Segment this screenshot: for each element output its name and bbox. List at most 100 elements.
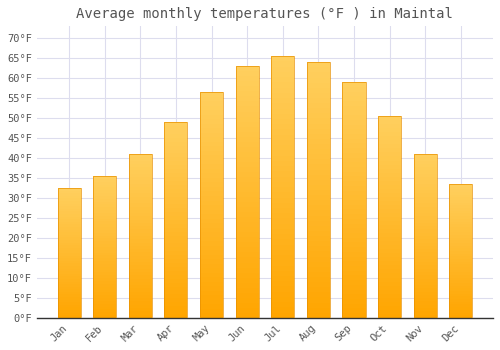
Bar [414, 164, 436, 167]
Bar [378, 281, 401, 286]
Bar [307, 267, 330, 272]
Bar [342, 247, 365, 252]
Bar [58, 256, 80, 258]
Bar [414, 216, 436, 219]
Bar [342, 195, 365, 200]
Bar [236, 127, 258, 132]
Bar [200, 178, 223, 182]
Bar [378, 197, 401, 201]
Bar [414, 180, 436, 184]
Bar [414, 230, 436, 233]
Bar [164, 193, 188, 196]
Bar [378, 221, 401, 225]
Bar [271, 82, 294, 88]
Bar [128, 288, 152, 292]
Bar [414, 301, 436, 305]
Bar [414, 154, 436, 158]
Bar [93, 202, 116, 204]
Bar [378, 306, 401, 310]
Bar [236, 81, 258, 86]
Bar [378, 201, 401, 205]
Bar [449, 200, 472, 203]
Bar [93, 270, 116, 273]
Bar [414, 265, 436, 269]
Bar [93, 281, 116, 284]
Bar [307, 308, 330, 313]
Bar [271, 197, 294, 203]
Bar [93, 207, 116, 210]
Bar [342, 139, 365, 143]
Bar [93, 275, 116, 278]
Bar [449, 246, 472, 248]
Bar [271, 286, 294, 292]
Bar [93, 256, 116, 258]
Bar [449, 219, 472, 222]
Bar [378, 116, 401, 120]
Bar [58, 240, 80, 243]
Bar [307, 103, 330, 108]
Bar [58, 274, 80, 276]
Bar [164, 228, 188, 232]
Bar [128, 298, 152, 301]
Bar [378, 189, 401, 193]
Bar [200, 124, 223, 128]
Bar [449, 307, 472, 310]
Bar [236, 132, 258, 137]
Bar [271, 161, 294, 166]
Bar [58, 281, 80, 284]
Bar [307, 292, 330, 298]
Bar [378, 237, 401, 241]
Bar [93, 210, 116, 213]
Bar [414, 190, 436, 194]
Bar [449, 189, 472, 192]
Bar [378, 153, 401, 156]
Bar [200, 313, 223, 318]
Bar [378, 120, 401, 124]
Bar [342, 299, 365, 304]
Bar [200, 259, 223, 264]
Bar [236, 66, 258, 71]
Bar [200, 115, 223, 119]
Bar [236, 137, 258, 142]
Bar [414, 285, 436, 288]
Bar [307, 246, 330, 251]
Bar [378, 185, 401, 189]
Bar [307, 62, 330, 67]
Bar [378, 148, 401, 153]
Bar [414, 256, 436, 259]
Bar [449, 248, 472, 251]
Bar [307, 272, 330, 277]
Bar [58, 224, 80, 227]
Bar [200, 97, 223, 101]
Bar [236, 212, 258, 217]
Bar [58, 245, 80, 248]
Bar [93, 236, 116, 238]
Bar [128, 200, 152, 203]
Bar [271, 313, 294, 318]
Bar [200, 187, 223, 191]
Bar [449, 211, 472, 214]
Bar [378, 245, 401, 249]
Bar [200, 268, 223, 273]
Bar [449, 205, 472, 208]
Bar [378, 145, 401, 148]
Bar [449, 224, 472, 227]
Bar [164, 220, 188, 224]
Bar [200, 304, 223, 309]
Bar [414, 200, 436, 203]
Bar [200, 119, 223, 124]
Bar [307, 221, 330, 226]
Bar [236, 267, 258, 273]
Bar [128, 230, 152, 233]
Bar [414, 170, 436, 174]
Bar [271, 229, 294, 234]
Bar [449, 240, 472, 243]
Bar [164, 185, 188, 189]
Bar [58, 284, 80, 287]
Bar [58, 315, 80, 318]
Bar [378, 205, 401, 209]
Bar [58, 258, 80, 261]
Bar [93, 304, 116, 307]
Bar [93, 190, 116, 193]
Bar [449, 299, 472, 302]
